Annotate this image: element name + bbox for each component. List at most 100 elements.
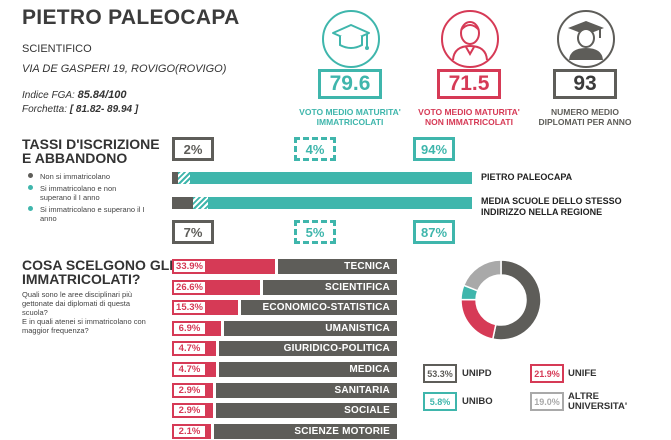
region-bar-label-line: INDIRIZZO NELLA REGIONE — [481, 207, 603, 217]
region-stacked-bar — [172, 197, 472, 209]
area-bar — [207, 279, 261, 295]
region-pct-passed: 87% — [413, 220, 455, 244]
area-pct: 2.1% — [172, 423, 207, 439]
uni-pct-unibo: 5.8% — [423, 392, 457, 411]
uni-name-unibo: UNIBO — [462, 396, 493, 407]
area-row: 2.9% SOCIALE — [172, 403, 397, 419]
enrollment-title-line: E ABBANDONO — [22, 150, 128, 166]
stat-value-non-immatricolati: 71.5 — [437, 69, 501, 99]
graduation-cap-icon — [322, 10, 380, 68]
area-pct: 33.9% — [172, 259, 207, 274]
area-label: SOCIALE — [215, 403, 397, 419]
area-bar — [207, 362, 217, 377]
area-label: TECNICA — [278, 259, 397, 274]
uni-name-line: UNIVERSITA' — [568, 401, 628, 412]
forchetta-value: [ 81.82- 89.94 ] — [69, 104, 139, 115]
area-row: 2.1% SCIENZE MOTORIE — [172, 423, 397, 439]
area-bar — [207, 403, 213, 419]
legend-label: Si immatricolano e superano il I — [40, 205, 145, 214]
stat-caption-immatricolati: VOTO MEDIO MATURITA' IMMATRICOLATI — [285, 107, 415, 127]
choices-title-line: IMMATRICOLATI? — [22, 271, 141, 287]
school-bar-label: PIETRO PALEOCAPA — [481, 172, 573, 182]
region-bar-label-line: MEDIA SCUOLE DELLO STESSO — [481, 196, 622, 206]
uni-pct-altre: 19.0% — [530, 392, 564, 411]
forchetta-label: Forchetta: — [22, 104, 68, 115]
stat-caption-line: DIPLOMATI PER ANNO — [538, 117, 632, 127]
area-bar — [207, 300, 238, 316]
donut-slice — [462, 259, 502, 292]
uni-pct-unipd: 53.3% — [423, 364, 457, 383]
stat-caption-non-immatricolati: VOTO MEDIO MATURITA' NON IMMATRICOLATI — [404, 107, 534, 127]
region-bar-label: MEDIA SCUOLE DELLO STESSO INDIRIZZO NELL… — [481, 196, 622, 218]
stat-value-immatricolati: 79.6 — [318, 69, 382, 99]
area-bar — [207, 259, 275, 274]
uni-pct-unife: 21.9% — [530, 364, 564, 383]
area-bar — [207, 320, 221, 336]
area-row: 6.9% UMANISTICA — [172, 320, 397, 336]
fga-index: Indice FGA: 85.84/100 — [22, 89, 127, 101]
area-pct: 15.3% — [172, 300, 207, 316]
student-person-icon — [441, 10, 499, 68]
legend-dot-icon — [28, 185, 33, 190]
area-label: ECONOMICO-STATISTICA — [240, 300, 397, 316]
region-pct-not-enrolled: 7% — [172, 220, 214, 244]
legend-enrolled-passed: Si immatricolano e superano il I anno — [28, 205, 145, 223]
area-label: UMANISTICA — [223, 320, 397, 336]
legend-label: Si immatricolano e non — [40, 184, 117, 193]
area-row: 4.7% MEDICA — [172, 362, 397, 377]
area-bar — [207, 423, 212, 439]
school-pct-not-enrolled: 2% — [172, 137, 214, 161]
stat-value-diplomati: 93 — [553, 69, 617, 99]
uni-name-line: ALTRE — [568, 391, 599, 402]
area-row: 4.7% GIURIDICO-POLITICA — [172, 341, 397, 357]
school-pct-dropped: 4% — [294, 137, 336, 161]
fga-label: Indice FGA: — [22, 90, 75, 101]
bar-segment-enrolled-dropped — [193, 197, 209, 209]
area-pct: 6.9% — [172, 320, 207, 336]
area-label: SANITARIA — [215, 382, 397, 398]
enrollment-title-line: TASSI D'ISCRIZIONE — [22, 136, 160, 152]
legend-dot-icon — [28, 206, 33, 211]
stat-caption-line: NUMERO MEDIO — [551, 107, 619, 117]
school-pct-passed: 94% — [413, 137, 455, 161]
area-pct: 4.7% — [172, 341, 207, 357]
forchetta: Forchetta: [ 81.82- 89.94 ] — [22, 104, 138, 115]
area-row: 15.3% ECONOMICO-STATISTICA — [172, 300, 397, 316]
school-address: VIA DE GASPERI 19, ROVIGO(ROVIGO) — [22, 63, 227, 75]
legend-label: superano il I anno — [40, 193, 100, 202]
uni-name-unipd: UNIPD — [462, 368, 492, 379]
school-stacked-bar — [172, 172, 472, 184]
stat-caption-line: VOTO MEDIO MATURITA' — [299, 107, 401, 117]
area-row: 2.9% SANITARIA — [172, 382, 397, 398]
stat-caption-diplomati: NUMERO MEDIO DIPLOMATI PER ANNO — [520, 107, 650, 127]
area-row: 26.6% SCIENTIFICA — [172, 279, 397, 295]
uni-name-unife: UNIFE — [568, 368, 597, 379]
fga-value: 85.84/100 — [77, 89, 127, 101]
bar-segment-enrolled-passed — [208, 197, 472, 209]
school-name: PIETRO PALEOCAPA — [22, 6, 240, 29]
choices-title-line: COSA SCELGONO GLI — [22, 257, 174, 273]
area-label: SCIENTIFICA — [263, 279, 397, 295]
bar-segment-not-enrolled — [172, 197, 194, 209]
area-bar — [207, 341, 217, 357]
enrollment-title: TASSI D'ISCRIZIONE E ABBANDONO — [22, 137, 160, 165]
stat-caption-line: VOTO MEDIO MATURITA' — [418, 107, 520, 117]
universities-donut — [460, 259, 542, 341]
bar-segment-not-enrolled — [172, 172, 178, 184]
uni-name-altre: ALTRE UNIVERSITA' — [568, 392, 627, 412]
legend-dot-icon — [28, 173, 33, 178]
area-row: 33.9% TECNICA — [172, 259, 397, 274]
choices-question: Quali sono le aree disciplinari più gett… — [22, 290, 152, 335]
donut-slice — [491, 259, 542, 341]
area-label: SCIENZE MOTORIE — [214, 423, 397, 439]
area-pct: 4.7% — [172, 362, 207, 377]
area-pct: 26.6% — [172, 279, 207, 295]
legend-not-enrolled: Non si immatricolano — [28, 172, 110, 181]
area-pct: 2.9% — [172, 382, 207, 398]
stat-caption-line: NON IMMATRICOLATI — [425, 117, 513, 127]
school-type: SCIENTIFICO — [22, 43, 92, 55]
choices-title: COSA SCELGONO GLI IMMATRICOLATI? — [22, 258, 173, 286]
stat-caption-line: IMMATRICOLATI — [316, 117, 384, 127]
bar-segment-enrolled-dropped — [178, 172, 190, 184]
graduate-person-icon — [557, 10, 615, 68]
